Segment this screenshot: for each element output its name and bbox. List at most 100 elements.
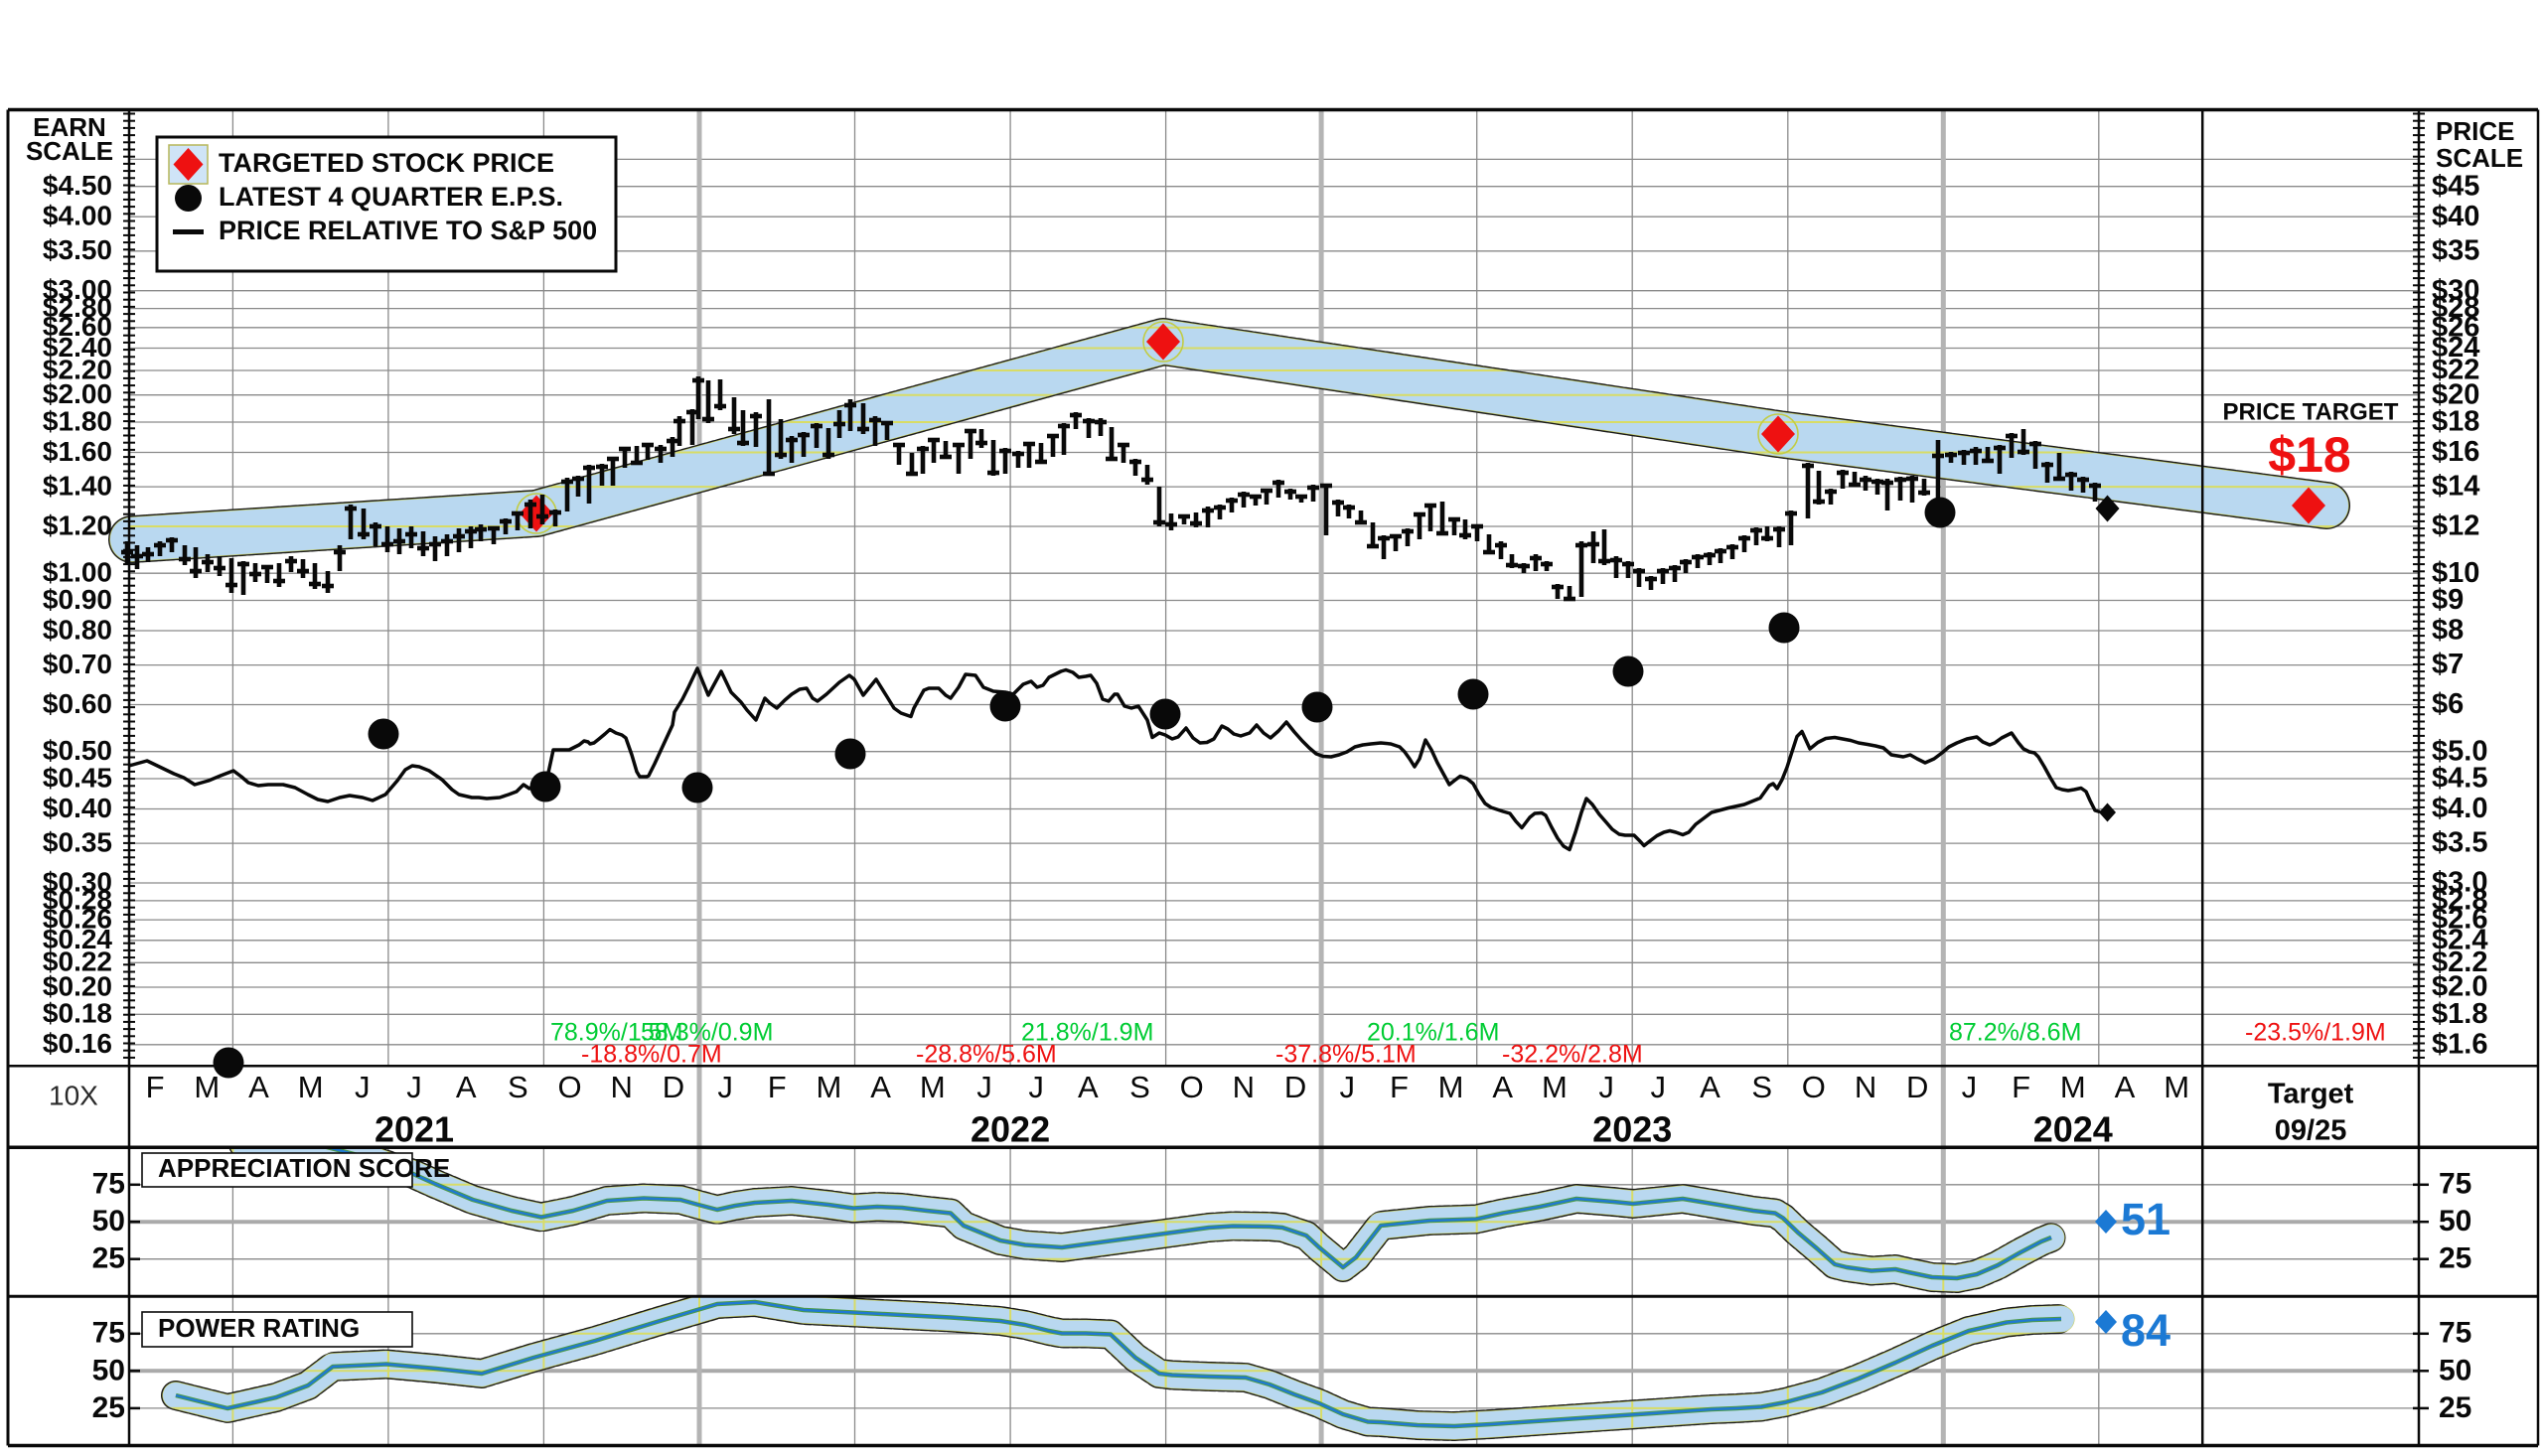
svg-text:M: M bbox=[920, 1070, 946, 1104]
svg-text:$2.8: $2.8 bbox=[2432, 885, 2487, 917]
svg-text:$28: $28 bbox=[2432, 292, 2479, 324]
svg-text:$2.00: $2.00 bbox=[43, 378, 112, 409]
svg-text:50: 50 bbox=[2439, 1354, 2471, 1386]
svg-text:F: F bbox=[146, 1070, 165, 1104]
svg-text:$3.50: $3.50 bbox=[43, 234, 112, 265]
svg-text:D: D bbox=[1906, 1070, 1928, 1104]
svg-text:M: M bbox=[2164, 1070, 2189, 1104]
svg-text:M: M bbox=[817, 1070, 842, 1104]
svg-text:$35: $35 bbox=[2432, 234, 2479, 266]
svg-text:$0.35: $0.35 bbox=[43, 826, 112, 857]
svg-text:$1.8: $1.8 bbox=[2432, 998, 2487, 1030]
svg-text:J: J bbox=[1651, 1070, 1667, 1104]
svg-text:A: A bbox=[2115, 1070, 2136, 1104]
svg-text:$2.2: $2.2 bbox=[2432, 946, 2487, 978]
svg-text:09/25: 09/25 bbox=[2275, 1115, 2347, 1147]
svg-text:$2.20: $2.20 bbox=[43, 354, 112, 384]
svg-text:O: O bbox=[557, 1070, 581, 1104]
svg-text:$3.5: $3.5 bbox=[2432, 827, 2487, 859]
svg-text:J: J bbox=[1339, 1070, 1355, 1104]
svg-text:$16: $16 bbox=[2432, 436, 2479, 468]
svg-text:$9: $9 bbox=[2432, 584, 2464, 616]
svg-text:10X: 10X bbox=[49, 1080, 98, 1110]
svg-text:J: J bbox=[717, 1070, 733, 1104]
svg-text:$0.30: $0.30 bbox=[43, 866, 112, 897]
svg-text:D: D bbox=[1284, 1070, 1306, 1104]
svg-text:SCALE: SCALE bbox=[2436, 143, 2523, 173]
svg-text:$0.28: $0.28 bbox=[43, 884, 112, 915]
svg-text:$0.24: $0.24 bbox=[43, 924, 112, 954]
svg-text:J: J bbox=[355, 1070, 371, 1104]
svg-text:$4.00: $4.00 bbox=[43, 201, 112, 231]
svg-text:APPRECIATION SCORE: APPRECIATION SCORE bbox=[158, 1153, 450, 1183]
svg-text:$2.80: $2.80 bbox=[43, 292, 112, 323]
svg-text:J: J bbox=[406, 1070, 422, 1104]
svg-text:-23.5%/1.9M: -23.5%/1.9M bbox=[2245, 1019, 2386, 1047]
svg-text:20.1%/1.6M: 20.1%/1.6M bbox=[1367, 1019, 1499, 1047]
svg-text:$2.40: $2.40 bbox=[43, 332, 112, 363]
svg-text:75: 75 bbox=[92, 1168, 125, 1201]
svg-text:$10: $10 bbox=[2432, 557, 2479, 589]
svg-text:$22: $22 bbox=[2432, 355, 2479, 386]
svg-text:$45: $45 bbox=[2432, 170, 2479, 202]
svg-text:$1.00: $1.00 bbox=[43, 557, 112, 588]
svg-text:J: J bbox=[1028, 1070, 1044, 1104]
svg-text:$0.22: $0.22 bbox=[43, 946, 112, 977]
svg-text:POWER RATING: POWER RATING bbox=[158, 1313, 360, 1343]
svg-text:75: 75 bbox=[2439, 1317, 2471, 1350]
svg-text:50: 50 bbox=[92, 1354, 125, 1386]
svg-text:A: A bbox=[870, 1070, 891, 1104]
svg-text:$0.70: $0.70 bbox=[43, 649, 112, 679]
svg-text:$0.26: $0.26 bbox=[43, 903, 112, 934]
svg-text:-18.8%/0.7M: -18.8%/0.7M bbox=[581, 1041, 722, 1069]
svg-text:$0.45: $0.45 bbox=[43, 762, 112, 793]
svg-text:$3.0: $3.0 bbox=[2432, 867, 2487, 899]
svg-text:$18: $18 bbox=[2432, 406, 2479, 438]
svg-text:$20: $20 bbox=[2432, 378, 2479, 410]
svg-text:PRICE RELATIVE TO S&P 500: PRICE RELATIVE TO S&P 500 bbox=[219, 216, 597, 245]
svg-text:A: A bbox=[1492, 1070, 1513, 1104]
svg-text:$2.4: $2.4 bbox=[2432, 924, 2487, 955]
svg-text:$14: $14 bbox=[2432, 471, 2479, 503]
svg-text:J: J bbox=[976, 1070, 992, 1104]
svg-text:F: F bbox=[768, 1070, 787, 1104]
svg-text:Target: Target bbox=[2268, 1079, 2354, 1110]
svg-text:$2.6: $2.6 bbox=[2432, 904, 2487, 936]
svg-text:O: O bbox=[1180, 1070, 1204, 1104]
svg-text:N: N bbox=[1233, 1070, 1255, 1104]
svg-text:2023: 2023 bbox=[1592, 1109, 1672, 1150]
svg-text:$4.50: $4.50 bbox=[43, 170, 112, 201]
svg-text:$1.6: $1.6 bbox=[2432, 1028, 2487, 1060]
svg-text:$0.16: $0.16 bbox=[43, 1028, 112, 1059]
svg-text:$1.40: $1.40 bbox=[43, 470, 112, 501]
svg-text:$24: $24 bbox=[2432, 332, 2479, 364]
svg-text:$0.90: $0.90 bbox=[43, 584, 112, 615]
svg-text:78.9%/1.5M: 78.9%/1.5M bbox=[550, 1019, 682, 1047]
svg-text:A: A bbox=[248, 1070, 269, 1104]
svg-text:F: F bbox=[2012, 1070, 2030, 1104]
svg-text:$4.5: $4.5 bbox=[2432, 763, 2487, 795]
svg-text:$3.00: $3.00 bbox=[43, 274, 112, 305]
svg-text:50: 50 bbox=[92, 1205, 125, 1238]
svg-text:$7: $7 bbox=[2432, 649, 2464, 680]
svg-text:LATEST 4 QUARTER E.P.S.: LATEST 4 QUARTER E.P.S. bbox=[219, 182, 563, 212]
svg-text:87.2%/8.6M: 87.2%/8.6M bbox=[1949, 1019, 2081, 1047]
svg-text:$0.60: $0.60 bbox=[43, 688, 112, 719]
svg-text:$0.80: $0.80 bbox=[43, 614, 112, 645]
svg-text:J: J bbox=[1962, 1070, 1978, 1104]
svg-text:75: 75 bbox=[2439, 1168, 2471, 1201]
svg-text:21.8%/1.9M: 21.8%/1.9M bbox=[1021, 1019, 1153, 1047]
svg-text:EARN: EARN bbox=[33, 112, 106, 142]
svg-text:$26: $26 bbox=[2432, 311, 2479, 343]
svg-text:25: 25 bbox=[92, 1391, 125, 1424]
svg-text:$0.20: $0.20 bbox=[43, 970, 112, 1001]
svg-text:$5.0: $5.0 bbox=[2432, 735, 2487, 767]
svg-text:$1.60: $1.60 bbox=[43, 436, 112, 467]
svg-text:$8: $8 bbox=[2432, 615, 2464, 647]
svg-text:TARGETED STOCK PRICE: TARGETED STOCK PRICE bbox=[219, 148, 554, 178]
svg-text:M: M bbox=[1438, 1070, 1464, 1104]
svg-text:2022: 2022 bbox=[971, 1109, 1050, 1150]
svg-text:-32.2%/2.8M: -32.2%/2.8M bbox=[1502, 1041, 1643, 1069]
svg-text:25: 25 bbox=[2439, 1242, 2471, 1275]
svg-text:25: 25 bbox=[92, 1242, 125, 1275]
